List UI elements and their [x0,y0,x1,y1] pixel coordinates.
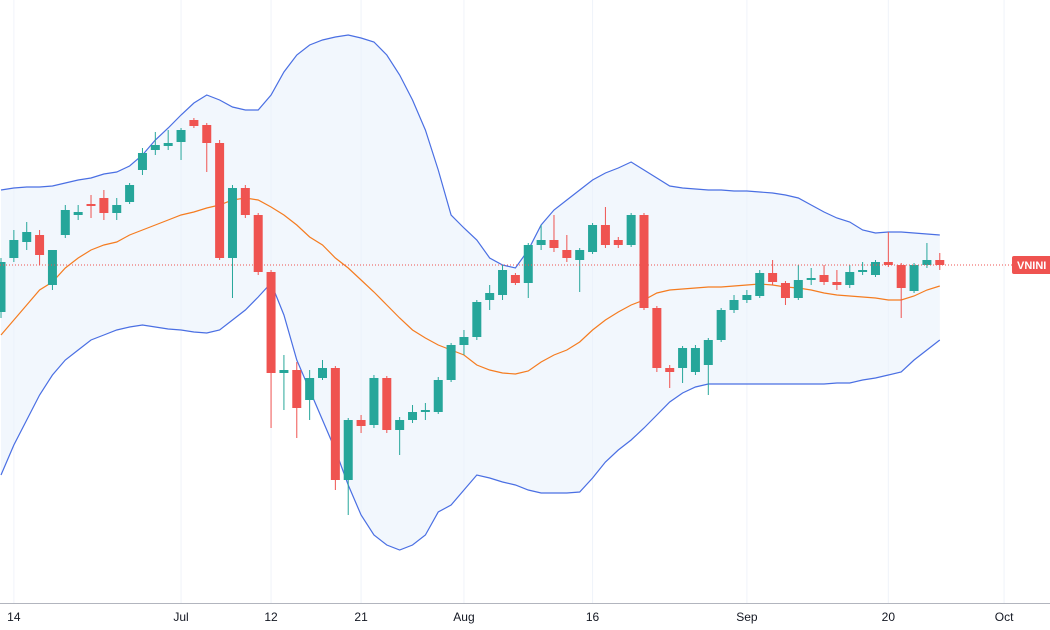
candle-body [896,265,906,288]
candle-body [215,143,225,258]
candle-body [858,270,868,272]
candle-body [459,337,469,345]
candles: VNINI [0,118,1050,515]
candle-body [639,215,649,308]
candle-body [292,370,302,408]
candle-body [472,302,482,337]
candle-body [742,295,752,300]
candle-body [137,153,147,170]
candle-body [819,275,829,282]
candle-body [305,378,315,400]
candle-body [652,308,662,368]
candle-body [99,198,109,213]
band-upper [0,34,940,269]
candle-body [562,250,572,258]
candle-body [433,380,443,412]
candle-body [626,215,636,245]
candle-body [883,262,893,265]
candle-body [253,215,263,272]
candle-body [613,240,623,245]
candle-body [665,368,675,372]
candle-body [716,310,726,340]
candle-body [600,225,610,245]
candle-body [806,278,816,280]
candle-body [318,368,327,378]
x-tick-label: 16 [586,610,600,624]
candle-body [523,245,533,283]
x-tick-label: Aug [453,610,474,624]
candle-body [382,378,392,430]
candle-body [189,120,199,126]
candle-body [9,240,19,258]
candle-body [408,412,418,420]
candle-body [150,145,160,150]
band-fill [1,35,940,550]
candle-body [588,225,598,252]
band-lower [0,281,941,551]
candle-body [768,273,778,282]
candle-body [420,410,430,412]
price-label: VNINI [1017,260,1046,272]
candle-body [845,272,855,285]
candle-body [73,212,83,215]
x-tick-label: Sep [736,610,758,624]
candle-body [729,300,739,310]
candle-body [125,185,135,202]
candle-body [703,340,713,365]
x-tick-label: Oct [995,610,1014,624]
candle-body [935,260,945,265]
candle-body [202,125,212,143]
x-tick-label: Jul [173,610,188,624]
candle-body [163,143,173,146]
candle-body [549,240,559,248]
candle-body [575,250,585,260]
candle-body [60,210,70,235]
candle-body [395,420,405,430]
candle-body [369,378,379,425]
candle-body [678,348,688,368]
price-label-box [1012,256,1050,274]
candle-body [227,188,237,258]
candle-body [343,420,353,480]
candle-body [266,272,276,373]
candle-body [35,235,45,255]
candle-body [922,260,932,265]
candle-body [870,262,880,275]
candle-body [780,283,790,298]
candle-body [793,280,803,298]
candle-body [510,275,520,283]
candle-body [279,370,289,373]
x-tick-label: 20 [882,610,896,624]
candle-body [47,250,57,285]
candle-body [240,188,250,215]
candle-body [356,420,366,426]
candle-body [22,232,32,242]
x-tick-label: 21 [354,610,368,624]
x-tick-label: 14 [7,610,21,624]
candle-body [446,345,456,380]
candle-body [536,240,546,245]
candle-body [0,262,6,312]
candle-body [485,293,495,300]
candle-body [86,204,96,206]
candle-body [112,205,122,213]
x-axis: 14 Jul 12 21 Aug 16 Sep 20 Oct [7,610,1014,624]
candle-body [498,270,508,295]
candle-body [755,273,765,296]
candle-body [832,282,842,285]
candle-body [690,348,700,372]
candle-body [909,265,919,291]
candle-body [330,368,340,480]
x-tick-label: 12 [264,610,278,624]
candle-body [176,130,186,142]
